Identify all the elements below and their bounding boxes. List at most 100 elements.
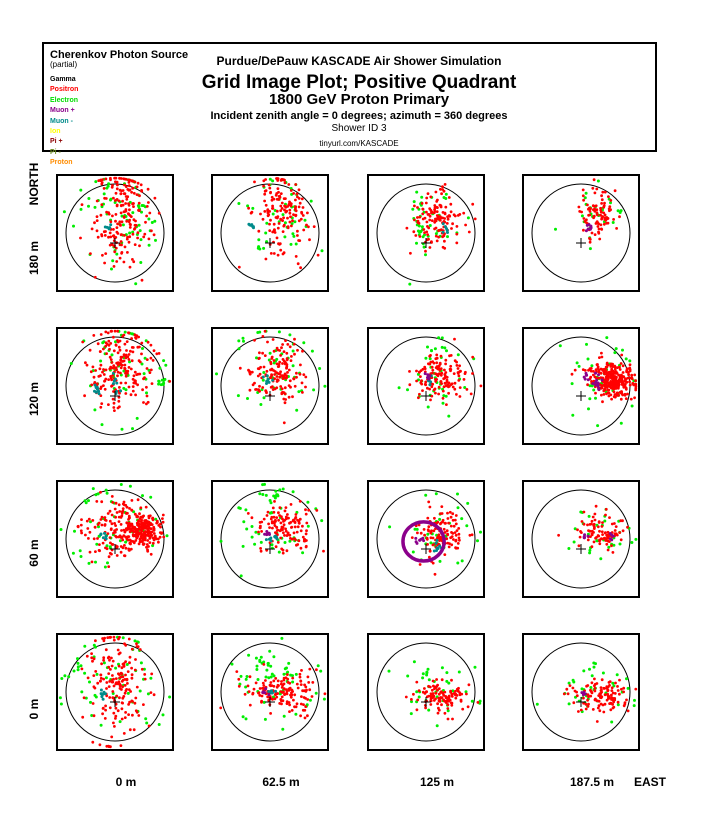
red-photon-point <box>449 202 453 206</box>
red-photon-point <box>446 217 450 221</box>
green-photon-point <box>290 222 294 226</box>
green-photon-point <box>610 720 614 724</box>
red-photon-point <box>272 679 276 683</box>
red-photon-point <box>151 541 155 545</box>
red-photon-point <box>306 675 310 679</box>
red-photon-point <box>423 687 426 690</box>
green-photon-point <box>161 713 165 717</box>
green-photon-point <box>258 330 262 334</box>
red-photon-point <box>615 533 619 537</box>
red-photon-point <box>288 710 291 713</box>
red-photon-point <box>452 538 455 541</box>
purple-photon-point <box>423 372 427 376</box>
red-photon-point <box>101 370 104 374</box>
green-photon-point <box>140 210 143 214</box>
red-photon-point <box>619 538 623 542</box>
cyan-photon-point <box>103 692 107 696</box>
red-photon-point <box>592 522 596 526</box>
red-photon-point <box>110 656 113 660</box>
red-photon-point <box>273 697 277 701</box>
panel-plot <box>531 336 638 436</box>
red-photon-point <box>127 518 130 521</box>
red-photon-point <box>610 693 613 697</box>
green-photon-point <box>444 394 448 398</box>
red-photon-point <box>293 525 297 529</box>
green-photon-point <box>618 542 622 546</box>
red-photon-point <box>88 530 92 534</box>
red-photon-point <box>602 686 606 690</box>
red-photon-point <box>577 544 581 548</box>
green-photon-point <box>137 205 141 209</box>
red-photon-point <box>272 510 276 514</box>
red-photon-point <box>294 516 298 519</box>
green-photon-point <box>444 192 448 196</box>
red-photon-point <box>611 691 615 695</box>
red-photon-point <box>119 675 123 679</box>
red-photon-point <box>265 391 268 395</box>
green-photon-point <box>420 225 424 229</box>
green-photon-point <box>427 678 431 682</box>
red-photon-point <box>121 538 125 542</box>
green-photon-point <box>456 561 460 565</box>
red-photon-point <box>436 711 440 715</box>
red-photon-point <box>95 199 99 203</box>
red-photon-point <box>264 257 268 261</box>
red-photon-point <box>298 372 302 376</box>
red-photon-point <box>85 519 89 523</box>
red-photon-point <box>130 508 134 512</box>
red-photon-point <box>289 189 293 192</box>
red-photon-point <box>123 554 126 557</box>
red-photon-point <box>294 198 297 202</box>
grid-panel <box>56 327 174 445</box>
red-photon-point <box>416 698 420 702</box>
col-label-187-5m: 187.5 m <box>569 775 615 789</box>
red-photon-point <box>277 365 281 368</box>
purple-photon-point <box>414 536 418 540</box>
red-photon-point <box>145 205 149 208</box>
red-photon-point <box>148 522 152 526</box>
red-photon-point <box>274 693 277 696</box>
red-photon-point <box>125 521 129 525</box>
red-photon-point <box>431 371 434 375</box>
red-photon-point <box>253 180 256 184</box>
red-photon-point <box>557 533 560 537</box>
red-photon-point <box>275 209 279 213</box>
red-photon-point <box>415 369 418 373</box>
red-photon-point <box>613 367 617 371</box>
red-photon-point <box>119 224 122 227</box>
red-photon-point <box>596 365 600 369</box>
red-photon-point <box>102 658 105 662</box>
red-photon-point <box>118 391 121 395</box>
red-photon-point <box>609 362 613 366</box>
red-photon-point <box>449 690 453 694</box>
green-photon-point <box>416 229 420 233</box>
red-photon-point <box>118 510 122 513</box>
red-photon-point <box>285 702 289 705</box>
cyan-photon-point <box>247 222 251 226</box>
red-photon-point <box>114 366 118 369</box>
red-photon-point <box>108 658 111 662</box>
red-photon-point <box>117 199 121 203</box>
red-photon-point <box>108 519 112 523</box>
cyan-photon-point <box>104 537 108 541</box>
red-photon-point <box>600 355 604 359</box>
red-photon-point <box>110 495 114 498</box>
cyan-photon-point <box>93 383 97 387</box>
cyan-photon-point <box>274 689 278 693</box>
red-photon-point <box>426 516 430 520</box>
red-photon-point <box>427 500 431 504</box>
red-photon-point <box>595 363 599 366</box>
purple-photon-point <box>265 530 269 533</box>
green-photon-point <box>141 494 144 498</box>
red-photon-point <box>270 198 274 202</box>
red-photon-point <box>296 262 300 266</box>
green-photon-point <box>466 501 470 505</box>
red-photon-point <box>111 690 115 693</box>
green-photon-point <box>79 664 83 668</box>
red-photon-point <box>453 387 457 391</box>
red-photon-point <box>288 345 292 349</box>
red-photon-point <box>121 678 125 682</box>
green-photon-point <box>149 676 153 680</box>
red-photon-point <box>262 684 266 687</box>
red-photon-point <box>117 345 121 349</box>
